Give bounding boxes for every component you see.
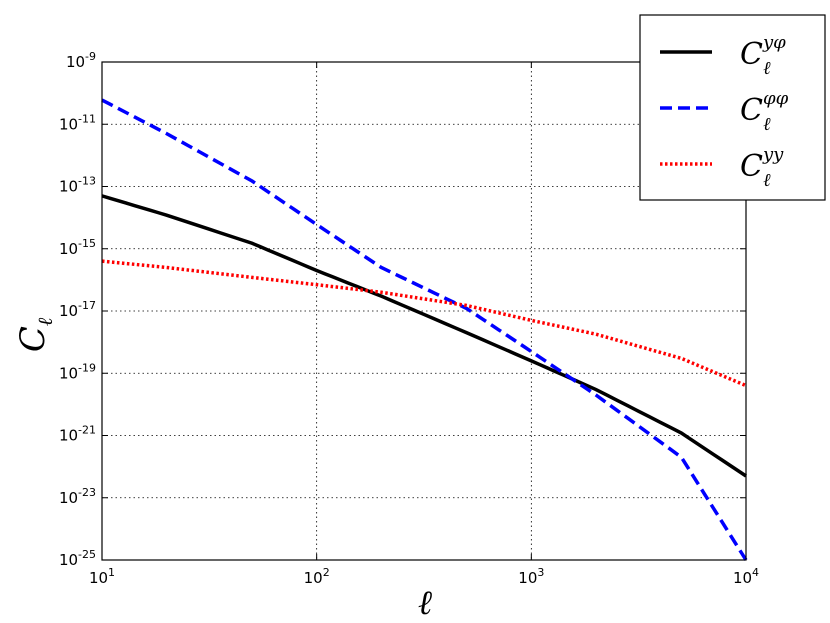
- x-axis-label: ℓ: [418, 583, 432, 623]
- svg-text:Cℓ: Cℓ: [13, 317, 57, 352]
- legend-label-0: Cyφ ℓ: [740, 32, 786, 79]
- series-line-2: [101, 259, 747, 388]
- y-axis-label-sub: ℓ: [33, 317, 57, 326]
- y-tick-label: 10-25: [59, 548, 96, 569]
- legend-label-2: Cyy ℓ: [740, 144, 784, 191]
- series-layer: [101, 98, 748, 561]
- legend: Cyφ ℓ Cφφ ℓ Cyy ℓ: [639, 14, 826, 201]
- y-tick-label: 10-15: [59, 237, 96, 258]
- y-tick-label: 10-13: [59, 175, 96, 196]
- x-tick-label: 103: [518, 566, 544, 587]
- y-tick-label: 10-9: [66, 50, 96, 71]
- x-tick-label: 101: [89, 566, 115, 587]
- y-tick-label: 10-21: [59, 424, 96, 445]
- grid: [102, 62, 746, 560]
- tick-labels: 101 102 103 104 10-9 10-11 10-13 10-15 10-17 10-1…: [59, 50, 759, 587]
- y-tick-label: 10-17: [59, 299, 96, 320]
- x-tick-label: 102: [304, 566, 330, 587]
- legend-label-1: Cφφ ℓ: [740, 88, 789, 135]
- y-axis-label-base: C: [13, 326, 53, 352]
- y-tick-label: 10-23: [59, 486, 96, 507]
- y-tick-label: 10-19: [59, 361, 96, 382]
- y-axis-label: Cℓ: [13, 317, 57, 352]
- y-tick-label: 10-11: [59, 112, 96, 133]
- series-line-0: [101, 194, 747, 478]
- x-tick-label: 104: [733, 566, 759, 587]
